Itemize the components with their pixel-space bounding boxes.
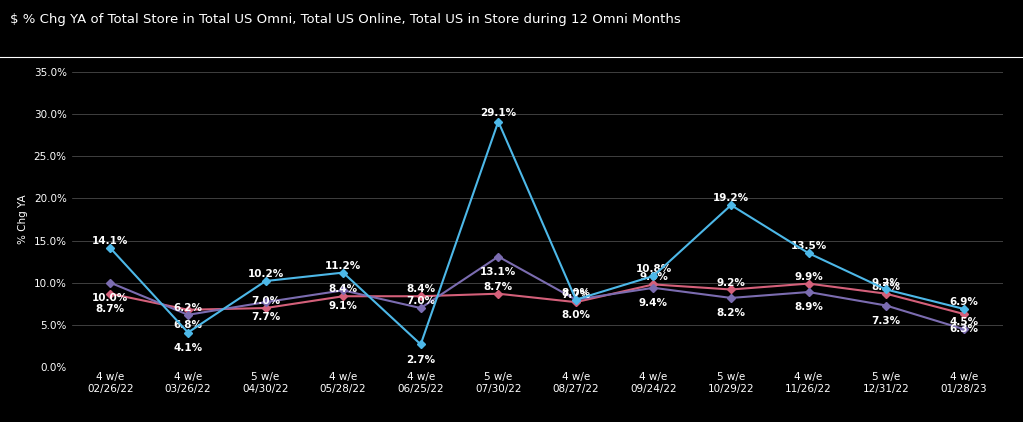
Text: 13.1%: 13.1% — [480, 267, 517, 277]
Line: Total US in Store: Total US in Store — [107, 281, 967, 317]
Total US in Store — [260, 306, 272, 311]
Text: 8.0%: 8.0% — [562, 310, 590, 320]
Text: 29.1%: 29.1% — [480, 108, 517, 118]
Text: 6.2%: 6.2% — [174, 303, 203, 313]
Total US Omni — [414, 306, 427, 311]
Text: 6.3%: 6.3% — [949, 324, 978, 334]
Text: 2.7%: 2.7% — [406, 354, 435, 365]
Text: 8.2%: 8.2% — [716, 308, 746, 318]
Total US in Store — [648, 282, 660, 287]
Text: 8.4%: 8.4% — [406, 284, 435, 294]
Total US Omni — [337, 288, 349, 293]
Text: 13.5%: 13.5% — [791, 241, 827, 251]
Text: 7.7%: 7.7% — [251, 312, 280, 322]
Text: 4.5%: 4.5% — [949, 317, 978, 327]
Text: 8.7%: 8.7% — [872, 282, 900, 292]
Text: 11.2%: 11.2% — [325, 261, 361, 271]
Total US Omni — [104, 280, 117, 285]
Total US Online — [570, 297, 582, 302]
Total US Omni — [880, 303, 892, 308]
Total US Online — [880, 287, 892, 292]
Total US in Store — [492, 291, 504, 296]
Text: 9.4%: 9.4% — [639, 298, 668, 308]
Text: 9.9%: 9.9% — [794, 272, 822, 281]
Total US Online — [104, 246, 117, 251]
Text: 10.8%: 10.8% — [635, 264, 671, 274]
Total US Omni — [802, 289, 814, 295]
Total US Online — [725, 203, 738, 208]
Total US Online — [958, 306, 970, 311]
Total US in Store — [570, 300, 582, 305]
Total US Omni — [570, 297, 582, 302]
Total US Omni — [725, 295, 738, 300]
Text: 9.2%: 9.2% — [872, 278, 900, 287]
Text: 8.7%: 8.7% — [484, 282, 513, 292]
Total US Online — [492, 119, 504, 124]
Text: 19.2%: 19.2% — [713, 193, 749, 203]
Total US Online — [414, 342, 427, 347]
Total US in Store — [414, 294, 427, 299]
Total US in Store — [802, 281, 814, 286]
Text: 14.1%: 14.1% — [92, 236, 129, 246]
Text: 9.1%: 9.1% — [328, 300, 358, 311]
Total US Online — [802, 251, 814, 256]
Total US Omni — [260, 300, 272, 305]
Y-axis label: % Chg YA: % Chg YA — [18, 195, 29, 244]
Text: 8.0%: 8.0% — [562, 288, 590, 298]
Line: Total US Online: Total US Online — [107, 119, 967, 347]
Total US Omni — [648, 285, 660, 290]
Total US Online — [337, 270, 349, 275]
Total US in Store — [104, 291, 117, 296]
Line: Total US Omni: Total US Omni — [107, 254, 967, 332]
Total US in Store — [958, 311, 970, 316]
Total US Omni — [182, 312, 194, 317]
Total US Omni — [492, 254, 504, 259]
Text: 10.0%: 10.0% — [92, 293, 129, 303]
Text: 8.4%: 8.4% — [328, 284, 358, 294]
Text: 7.0%: 7.0% — [406, 296, 435, 306]
Total US Online — [260, 279, 272, 284]
Total US in Store — [725, 287, 738, 292]
Text: 7.3%: 7.3% — [872, 316, 900, 326]
Text: 10.2%: 10.2% — [248, 269, 283, 279]
Text: $ % Chg YA of Total Store in Total US Omni, Total US Online, Total US in Store d: $ % Chg YA of Total Store in Total US Om… — [10, 13, 681, 26]
Total US in Store — [880, 291, 892, 296]
Text: 4.1%: 4.1% — [174, 343, 203, 353]
Text: 7.0%: 7.0% — [251, 296, 280, 306]
Total US Online — [182, 330, 194, 335]
Text: 6.8%: 6.8% — [174, 320, 203, 330]
Total US Omni — [958, 327, 970, 332]
Total US Online — [648, 273, 660, 279]
Total US in Store — [182, 307, 194, 312]
Text: 9.2%: 9.2% — [716, 278, 746, 287]
Text: 6.9%: 6.9% — [949, 297, 978, 307]
Text: 9.8%: 9.8% — [639, 273, 668, 282]
Total US in Store — [337, 294, 349, 299]
Text: 8.9%: 8.9% — [794, 302, 824, 312]
Text: 7.7%: 7.7% — [562, 290, 590, 300]
Text: 8.7%: 8.7% — [96, 304, 125, 314]
